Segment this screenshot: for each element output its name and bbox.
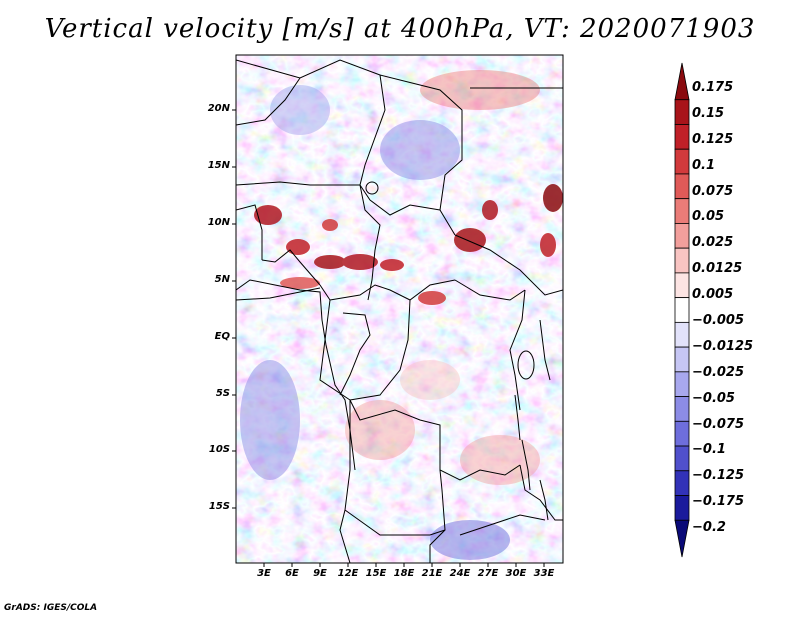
country-boundaries [236,59,563,563]
colorbar-segment [674,519,690,558]
colorbar-segment [674,198,690,224]
lat-label: 20N [207,103,230,114]
map-frame [235,54,564,564]
colorbar-label: −0.05 [692,391,735,406]
colorbar-segment [674,495,690,521]
lat-label: EQ [214,331,230,342]
lon-label: 12E [337,568,359,579]
colorbar-segment [674,371,690,397]
colorbar [674,62,690,558]
colorbar-label: 0.175 [692,80,734,95]
colorbar-segment [674,420,690,447]
colorbar-segment [674,148,690,175]
lat-label: 10S [208,444,230,455]
colorbar-segment [674,247,690,274]
grads-credit: GrADS: IGES/COLA [4,603,98,613]
colorbar-label: −0.2 [692,520,726,535]
colorbar-segment [674,62,690,101]
lon-label: 9E [313,568,327,579]
map-title: Vertical velocity [m/s] at 400hPa, VT: 2… [44,14,756,44]
colorbar-segment [674,272,690,299]
colorbar-label: 0.1 [692,158,716,173]
vertical-velocity-field [236,55,563,563]
lon-label: 15E [365,568,387,579]
lat-label: 15N [207,160,230,171]
colorbar-segment [674,470,690,496]
colorbar-segment [674,297,690,323]
colorbar-segment [674,99,690,125]
lat-label: 15S [208,501,230,512]
lon-ticks [263,563,545,567]
lon-label: 18E [393,568,415,579]
lon-label: 6E [285,568,299,579]
colorbar-label: −0.125 [692,468,745,483]
lon-label: 33E [533,568,555,579]
colorbar-label: −0.075 [692,417,745,432]
colorbar-segment [674,223,690,249]
lat-ticks [232,109,236,509]
lon-label: 27E [477,568,499,579]
colorbar-label: 0.075 [692,184,734,199]
colorbar-label: −0.025 [692,365,745,380]
colorbar-segment [674,346,690,373]
colorbar-segment [674,321,690,348]
lon-label: 24E [449,568,471,579]
colorbar-label: −0.005 [692,313,745,328]
colorbar-segment [674,173,690,200]
colorbar-segment [674,124,690,150]
colorbar-segment [674,445,690,472]
colorbar-label: 0.0125 [692,261,743,276]
colorbar-label: 0.15 [692,106,725,121]
lon-label: 30E [505,568,527,579]
colorbar-segment [674,396,690,422]
colorbar-label: 0.05 [692,209,725,224]
lon-label: 3E [257,568,271,579]
lat-label: 10N [207,217,230,228]
colorbar-label: 0.005 [692,287,734,302]
lat-label: 5S [215,388,230,399]
colorbar-label: −0.0125 [692,339,754,354]
colorbar-label: 0.025 [692,235,734,250]
colorbar-label: 0.125 [692,132,734,147]
lon-label: 21E [421,568,443,579]
lat-label: 5N [214,274,230,285]
colorbar-label: −0.1 [692,442,726,457]
colorbar-label: −0.175 [692,494,745,509]
